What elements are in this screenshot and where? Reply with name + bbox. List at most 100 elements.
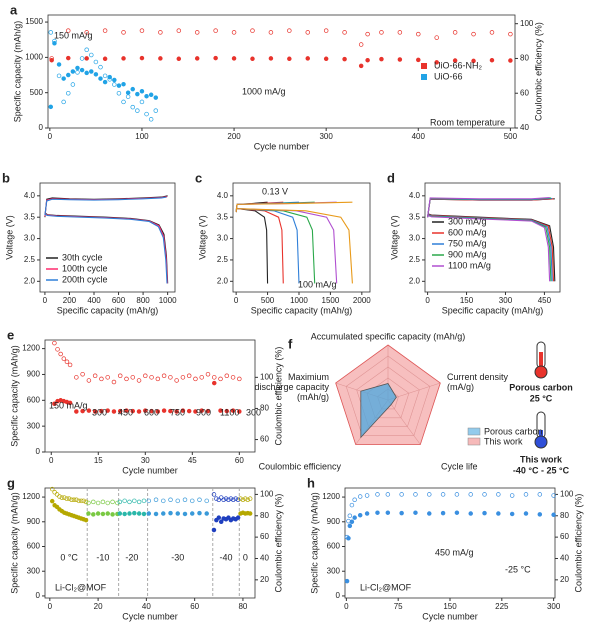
efficiency-point — [182, 497, 188, 502]
efficiency-point — [523, 492, 529, 497]
capacity-point — [305, 56, 311, 61]
efficiency-point — [342, 30, 347, 35]
capacity-point — [204, 511, 209, 516]
efficiency-point — [125, 94, 131, 99]
capacity-point — [218, 408, 223, 413]
radar-axis-label: Current density (mA/g) — [447, 372, 509, 392]
annotation: 0.13 V — [262, 186, 288, 196]
y-tick-label: 3.0 — [409, 234, 421, 243]
annotation: Room temperature — [430, 117, 505, 127]
y-tick-label: 2.0 — [24, 276, 36, 285]
capacity-point — [508, 58, 513, 63]
y-tick-label: 1200 — [22, 344, 40, 353]
capacity-point — [509, 511, 515, 517]
efficiency-point — [238, 496, 243, 501]
y-axis-label: Voltage (V) — [197, 215, 207, 260]
efficiency-point — [228, 496, 234, 501]
y-tick-label: 600 — [327, 542, 341, 551]
annotation: Li-Cl₂@MOF — [360, 582, 412, 592]
y2-tick-label: 60 — [520, 88, 529, 97]
y2-tick-label: 100 — [260, 490, 274, 499]
efficiency-point — [199, 375, 204, 380]
radar-axis-label: Accumulated specific capacity (mAh/g) — [311, 331, 466, 341]
capacity-point — [182, 511, 188, 517]
y2-tick-label: 100 — [520, 19, 534, 28]
efficiency-point — [141, 498, 147, 504]
plot-frame — [44, 487, 256, 599]
efficiency-point — [214, 496, 219, 501]
capacity-point — [144, 93, 149, 99]
capacity-point — [175, 511, 181, 516]
capacity-point — [155, 409, 161, 414]
capacity-point — [136, 511, 142, 516]
voltage-curve — [427, 214, 553, 282]
y-tick-label: 4.0 — [217, 191, 229, 200]
efficiency-point — [66, 28, 71, 33]
x-tick-label: 100 — [135, 132, 149, 141]
y-tick-label: 0 — [36, 447, 41, 456]
capacity-point — [189, 511, 195, 516]
x-tick-label: 60 — [190, 602, 199, 611]
efficiency-point — [91, 499, 96, 505]
efficiency-point — [79, 56, 85, 61]
capacity-point — [67, 400, 73, 406]
efficiency-point — [471, 31, 476, 37]
side-label: This work — [520, 454, 563, 464]
efficiency-point — [379, 30, 384, 35]
capacity-point — [84, 70, 89, 76]
panel-letter: h — [307, 475, 315, 490]
capacity-point — [99, 408, 104, 414]
voltage-curve — [427, 213, 555, 282]
efficiency-point — [74, 497, 79, 502]
efficiency-point — [148, 117, 154, 122]
legend-swatch — [467, 437, 481, 446]
y2-tick-label: 60 — [260, 435, 269, 444]
voltage-curve — [235, 207, 316, 284]
capacity-point — [111, 409, 117, 414]
efficiency-point — [144, 111, 149, 117]
group-label: -30 — [171, 552, 184, 562]
x-tick-label: 0 — [43, 296, 48, 305]
efficiency-point — [98, 64, 103, 70]
efficiency-point — [247, 496, 253, 501]
capacity-point — [379, 56, 384, 62]
efficiency-point — [496, 492, 501, 497]
voltage-curve — [235, 207, 284, 284]
annotation: Li-Cl₂@MOF — [55, 582, 107, 592]
x-tick-label: 500 — [261, 296, 275, 305]
y2-tick-label: 40 — [560, 554, 569, 563]
capacity-point — [537, 512, 543, 517]
efficiency-point — [440, 492, 446, 497]
capacity-point — [121, 81, 126, 87]
capacity-point — [247, 511, 253, 516]
efficiency-point — [67, 362, 73, 368]
y-tick-label: 300 — [27, 421, 41, 430]
capacity-point — [158, 56, 163, 61]
x-tick-label: 2000 — [353, 296, 371, 305]
efficiency-point — [344, 534, 350, 540]
capacity-point — [199, 408, 204, 413]
capacity-point — [86, 511, 91, 516]
capacity-point — [56, 62, 62, 67]
capacity-point — [385, 510, 391, 515]
efficiency-point — [186, 373, 192, 379]
efficiency-point — [231, 497, 236, 502]
annotation: 300 — [92, 407, 107, 417]
capacity-point — [149, 408, 154, 414]
efficiency-point — [223, 496, 229, 501]
x-tick-label: 40 — [142, 602, 151, 611]
capacity-point — [218, 519, 224, 525]
capacity-point — [93, 72, 99, 77]
y-axis-label: Specific capacity (mAh/g) — [309, 492, 319, 594]
voltage-curve — [235, 207, 353, 284]
efficiency-point — [62, 495, 67, 500]
efficiency-point — [245, 497, 251, 502]
capacity-point — [482, 510, 487, 516]
capacity-point — [80, 408, 85, 414]
efficiency-point — [161, 498, 166, 504]
efficiency-point — [95, 500, 101, 506]
legend-label: 30th cycle — [62, 252, 103, 262]
efficiency-point — [243, 496, 248, 501]
efficiency-point — [305, 30, 311, 35]
efficiency-point — [52, 340, 57, 346]
